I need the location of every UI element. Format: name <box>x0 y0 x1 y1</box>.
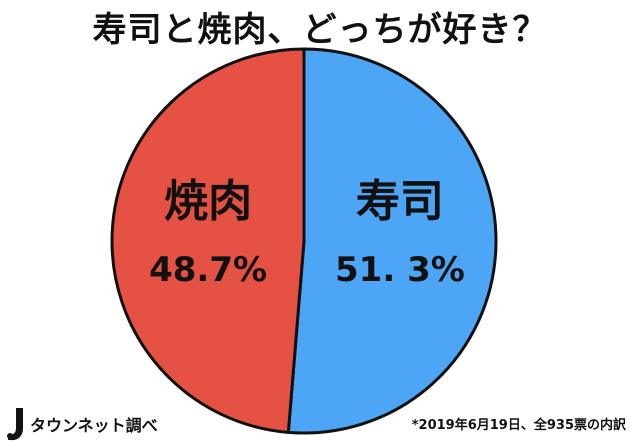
slice-category-label-1: 焼肉 <box>164 176 252 227</box>
slice-value-label-1: 48.7% <box>149 250 267 290</box>
slice-category-label-0: 寿司 <box>356 176 444 227</box>
slice-value-label-0: 51. 3% <box>335 250 465 290</box>
logo: タウンネット調べ <box>4 406 158 442</box>
pie-slice-0 <box>286 47 498 435</box>
pie-slice-1 <box>110 47 306 434</box>
logo-text: タウンネット調べ <box>30 416 158 435</box>
footnote: *2019年6月19日、全935票の内訳 <box>411 418 626 433</box>
chart-title: 寿司と焼肉、どっちが好き？ <box>92 10 548 50</box>
j-logo-icon <box>7 408 23 441</box>
